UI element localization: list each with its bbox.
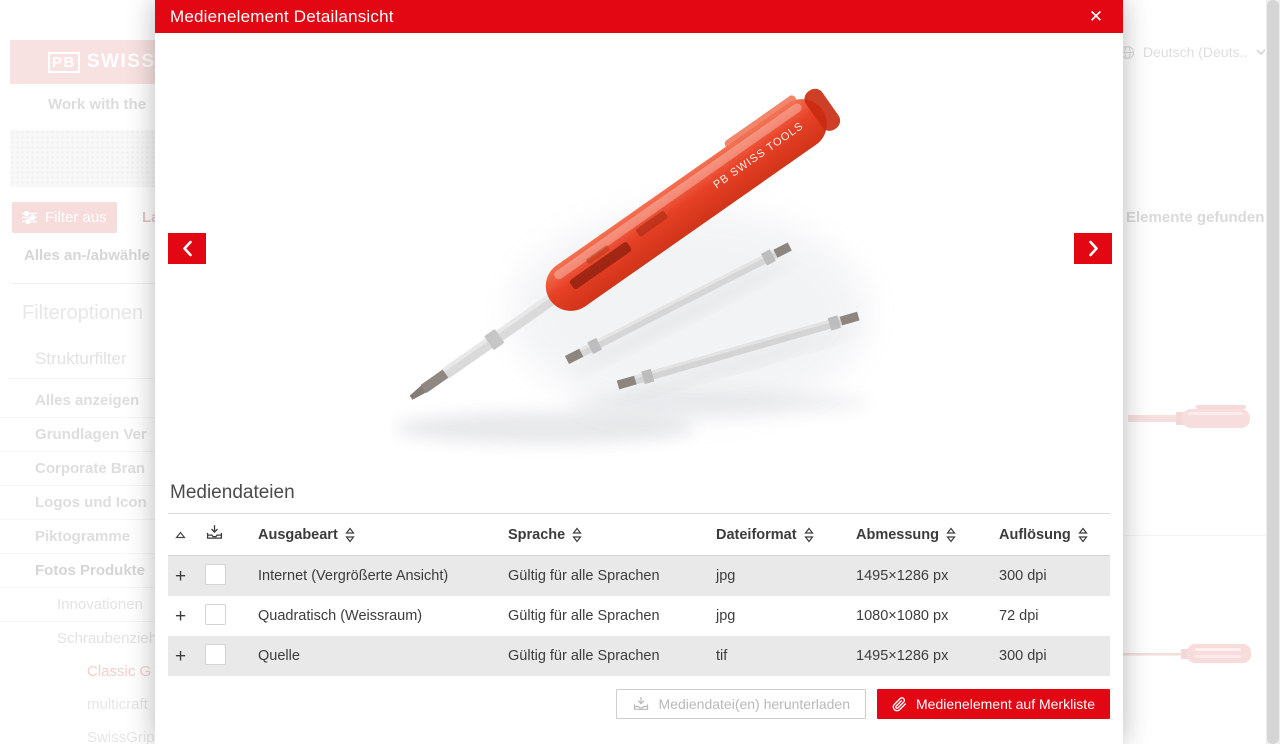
column-header-dateiformat[interactable]: Dateiformat bbox=[716, 527, 856, 543]
sort-icon bbox=[1077, 527, 1088, 543]
sort-icon bbox=[803, 527, 814, 543]
column-header-aufloesung[interactable]: Auflösung bbox=[999, 527, 1110, 543]
chevron-right-icon bbox=[1088, 240, 1099, 257]
sort-icon bbox=[572, 527, 582, 543]
modal-header: Medienelement Detailansicht ✕ bbox=[155, 0, 1123, 33]
modal-actions: Mediendatei(en) herunterladen Medienelem… bbox=[168, 689, 1110, 719]
site-header-band bbox=[10, 40, 155, 84]
pb-swiss-logo: PB SWISS bbox=[48, 51, 156, 73]
cell-ausgabeart: Internet (Vergrößerte Ansicht) bbox=[258, 568, 449, 584]
sidebar-item-classic-active[interactable]: Classic G bbox=[87, 663, 152, 680]
media-files-heading: Mediendateien bbox=[170, 482, 295, 503]
cell-ausgabeart: Quadratisch (Weissraum) bbox=[258, 608, 423, 624]
cell-sprache: Gültig für alle Sprachen bbox=[508, 608, 660, 624]
divider bbox=[10, 378, 155, 379]
search-band bbox=[10, 130, 155, 187]
download-media-label: Mediendatei(en) herunterladen bbox=[658, 696, 851, 712]
column-header-ausgabeart[interactable]: Ausgabeart bbox=[258, 527, 508, 543]
triangle-up-icon bbox=[175, 531, 186, 538]
structure-filter-title: Strukturfilter bbox=[35, 349, 127, 368]
results-count-label: Elemente gefunden bbox=[1126, 209, 1265, 226]
sidebar-item-schraubenzieher[interactable]: Schraubenzieh bbox=[57, 630, 155, 647]
cell-abmessung: 1495×1286 px bbox=[856, 648, 949, 664]
column-header-abmessung[interactable]: Abmessung bbox=[856, 527, 999, 543]
modal-title: Medienelement Detailansicht bbox=[170, 6, 394, 26]
previous-media-button[interactable] bbox=[168, 233, 206, 264]
filter-options-title: Filteroptionen bbox=[22, 302, 144, 324]
language-select-value: Deutsch (Deuts... bbox=[1143, 44, 1248, 60]
table-row: + Internet (Vergrößerte Ansicht) Gültig … bbox=[168, 556, 1110, 596]
table-row: + Quelle Gültig für alle Sprachen tif 14… bbox=[168, 636, 1110, 676]
table-row: + Quadratisch (Weissraum) Gültig für all… bbox=[168, 596, 1110, 636]
result-thumbnail-screwdriver-1[interactable] bbox=[1126, 398, 1256, 438]
media-files-section: Mediendateien Ausgabeart Sprache bbox=[168, 482, 1110, 676]
language-select[interactable]: Deutsch (Deuts... bbox=[1120, 40, 1266, 64]
cell-dateiformat: tif bbox=[716, 648, 728, 664]
download-tray-icon bbox=[206, 525, 223, 539]
divider bbox=[1123, 535, 1266, 536]
cell-abmessung: 1495×1286 px bbox=[856, 568, 949, 584]
filter-sliders-icon bbox=[22, 211, 37, 224]
divider bbox=[10, 283, 155, 284]
sidebar-item-fotos-produkte[interactable]: Fotos Produkte bbox=[0, 554, 155, 588]
cell-aufloesung: 72 dpi bbox=[999, 608, 1039, 624]
next-media-button[interactable] bbox=[1074, 233, 1112, 264]
page-scrollbar-thumb[interactable] bbox=[1267, 0, 1279, 744]
close-icon[interactable]: ✕ bbox=[1088, 6, 1104, 26]
expand-row-button[interactable]: + bbox=[175, 565, 187, 587]
sidebar-item-innovationen[interactable]: Innovationen bbox=[0, 588, 155, 622]
cell-aufloesung: 300 dpi bbox=[999, 568, 1047, 584]
expand-row-button[interactable]: + bbox=[175, 645, 187, 667]
filter-sidebar: Alles anzeigen Grundlagen Ver Corporate … bbox=[0, 384, 155, 744]
result-thumbnail-screwdriver-2[interactable] bbox=[1123, 640, 1258, 670]
cell-aufloesung: 300 dpi bbox=[999, 648, 1047, 664]
sidebar-item-piktogramme[interactable]: Piktogramme bbox=[0, 520, 155, 554]
sidebar-item-swissgrip[interactable]: SwissGrip bbox=[87, 729, 155, 744]
media-preview-area: PB SWISS TOOLS bbox=[155, 33, 1123, 470]
paperclip-icon bbox=[892, 696, 907, 711]
download-media-button[interactable]: Mediendatei(en) herunterladen bbox=[615, 689, 867, 719]
sidebar-item-logos[interactable]: Logos und Icon bbox=[0, 486, 155, 520]
expand-all-header[interactable] bbox=[168, 527, 202, 543]
product-image-screwdriver: PB SWISS TOOLS bbox=[395, 88, 870, 444]
row-checkbox[interactable] bbox=[205, 603, 226, 625]
download-all-header[interactable] bbox=[202, 523, 258, 546]
sidebar-item-multicraft[interactable]: multicraft bbox=[87, 696, 148, 713]
sidebar-item-grundlagen[interactable]: Grundlagen Ver bbox=[0, 418, 155, 452]
add-to-watchlist-button[interactable]: Medienelement auf Merkliste bbox=[877, 689, 1110, 719]
cell-abmessung: 1080×1080 px bbox=[856, 608, 949, 624]
media-detail-modal: Medienelement Detailansicht ✕ bbox=[155, 0, 1123, 744]
chevron-down-icon bbox=[1256, 49, 1266, 55]
sidebar-item-corporate[interactable]: Corporate Bran bbox=[0, 452, 155, 486]
select-all-toggle[interactable]: Alles an-/abwähle bbox=[24, 247, 150, 264]
row-checkbox[interactable] bbox=[205, 563, 226, 585]
cell-dateiformat: jpg bbox=[716, 568, 736, 584]
chevron-left-icon bbox=[182, 240, 193, 257]
cell-ausgabeart: Quelle bbox=[258, 648, 300, 664]
column-header-sprache[interactable]: Sprache bbox=[508, 527, 716, 543]
sort-icon bbox=[946, 527, 956, 543]
sidebar-item-alles-anzeigen[interactable]: Alles anzeigen bbox=[0, 384, 155, 418]
add-to-watchlist-label: Medienelement auf Merkliste bbox=[916, 696, 1095, 712]
row-checkbox[interactable] bbox=[205, 643, 226, 665]
sort-icon bbox=[345, 527, 355, 543]
expand-row-button[interactable]: + bbox=[175, 605, 187, 627]
filter-toggle-label: Filter aus bbox=[45, 209, 107, 226]
filter-toggle-button[interactable]: Filter aus bbox=[12, 202, 117, 233]
cell-dateiformat: jpg bbox=[716, 608, 736, 624]
cell-sprache: Gültig für alle Sprachen bbox=[508, 568, 660, 584]
logo-wordmark: SWISS bbox=[86, 51, 156, 72]
cell-sprache: Gültig für alle Sprachen bbox=[508, 648, 660, 664]
site-tagline: Work with the bbox=[48, 96, 147, 113]
download-tray-icon bbox=[633, 697, 648, 710]
table-header-row: Ausgabeart Sprache Dateiformat Abmessung bbox=[168, 513, 1110, 556]
logo-pb-mark: PB bbox=[48, 51, 80, 73]
